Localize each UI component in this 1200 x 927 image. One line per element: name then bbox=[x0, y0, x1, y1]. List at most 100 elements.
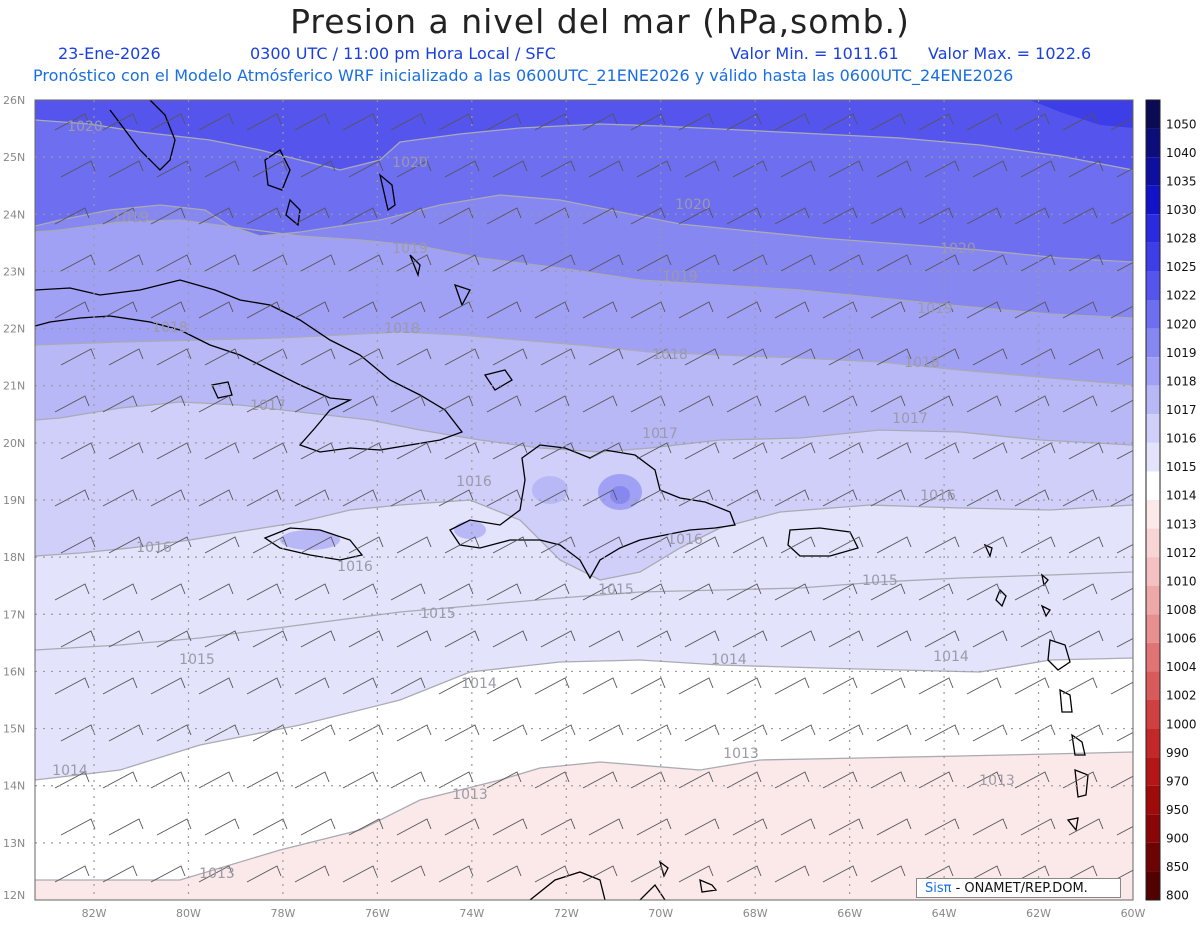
wind-barb bbox=[774, 301, 810, 319]
wind-barb bbox=[54, 113, 90, 131]
wind-barb bbox=[822, 489, 858, 507]
wind-barb bbox=[204, 254, 240, 272]
wind-barb bbox=[1062, 865, 1098, 883]
wind-barb bbox=[246, 865, 282, 883]
wind-barb bbox=[492, 160, 528, 178]
lat-label: 13N bbox=[3, 837, 25, 850]
wind-barb bbox=[102, 207, 138, 225]
wind-barb bbox=[492, 724, 528, 742]
wind-barb bbox=[150, 207, 186, 225]
wind-barb bbox=[294, 677, 330, 695]
wind-barb bbox=[1062, 771, 1098, 789]
isobar-label: 1013 bbox=[723, 746, 759, 762]
wind-barb bbox=[300, 160, 336, 178]
graticule bbox=[35, 100, 1133, 900]
colorbar-swatch bbox=[1146, 642, 1160, 672]
wind-barb bbox=[972, 348, 1008, 366]
wind-barb bbox=[54, 489, 90, 507]
wind-barb bbox=[396, 160, 432, 178]
wind-barb bbox=[774, 395, 810, 413]
wind-barb bbox=[540, 160, 576, 178]
wind-barb bbox=[780, 724, 816, 742]
colorbar-label: 1006 bbox=[1166, 632, 1197, 646]
wind-barb bbox=[534, 113, 570, 131]
wind-barb bbox=[1116, 355, 1133, 366]
wind-barb bbox=[774, 865, 810, 883]
colorbar-swatch bbox=[1146, 757, 1160, 786]
wind-barb bbox=[438, 489, 474, 507]
wind-barb bbox=[678, 583, 714, 601]
colorbar-swatch bbox=[1146, 785, 1160, 815]
wind-barb bbox=[822, 301, 858, 319]
wind-barb bbox=[204, 536, 240, 554]
wind-barb bbox=[1110, 211, 1133, 225]
forecast-time: 0300 UTC / 11:00 pm Hora Local / SFC bbox=[250, 44, 556, 63]
colorbar-swatch bbox=[1146, 871, 1160, 900]
wind-barb bbox=[684, 818, 720, 836]
wind-barb bbox=[1110, 775, 1133, 789]
isobar-label: 1019 bbox=[113, 210, 149, 226]
wind-barb bbox=[918, 489, 954, 507]
wind-barb bbox=[204, 724, 240, 742]
wind-barb bbox=[924, 348, 960, 366]
wind-barb bbox=[684, 348, 720, 366]
wind-barb bbox=[636, 254, 672, 272]
wind-barb bbox=[294, 301, 330, 319]
wind-barb bbox=[582, 583, 618, 601]
wind-barb bbox=[444, 724, 480, 742]
wind-barb bbox=[630, 489, 666, 507]
wind-barb bbox=[1116, 543, 1133, 554]
wind-barb bbox=[636, 160, 672, 178]
wind-barb bbox=[102, 865, 138, 883]
colorbar-swatch bbox=[1146, 614, 1160, 643]
isobar-label: 1020 bbox=[392, 155, 428, 171]
wind-barb bbox=[636, 630, 672, 648]
wind-barb bbox=[1116, 731, 1133, 742]
wind-barb bbox=[678, 113, 714, 131]
colorbar-label: 1017 bbox=[1166, 403, 1197, 417]
wind-barb bbox=[540, 724, 576, 742]
wind-barb bbox=[774, 113, 810, 131]
wind-barb bbox=[966, 489, 1002, 507]
lat-label: 12N bbox=[3, 889, 25, 902]
colorbar-swatch bbox=[1146, 242, 1160, 272]
isobar-label: 1020 bbox=[67, 119, 103, 135]
wind-barb bbox=[156, 818, 192, 836]
wind-barb bbox=[678, 677, 714, 695]
isobar-label: 1020 bbox=[675, 197, 711, 213]
wind-barb bbox=[198, 583, 234, 601]
wind-barb bbox=[918, 395, 954, 413]
wind-barb bbox=[1014, 395, 1050, 413]
wind-barb bbox=[732, 724, 768, 742]
wind-barb bbox=[438, 865, 474, 883]
wind-barb bbox=[780, 818, 816, 836]
page-title: Presion a nivel del mar (hPa,somb.) bbox=[290, 2, 910, 41]
wind-barb bbox=[300, 254, 336, 272]
wind-barb bbox=[822, 113, 858, 131]
isobar-label: 1013 bbox=[199, 866, 235, 882]
wind-barb bbox=[678, 395, 714, 413]
wind-barb bbox=[972, 536, 1008, 554]
colorbar-swatch bbox=[1146, 557, 1160, 586]
wind-barb bbox=[486, 395, 522, 413]
min-value: Valor Min. = 1011.61 bbox=[730, 44, 899, 63]
wind-barb bbox=[1014, 677, 1050, 695]
wind-barb bbox=[150, 113, 186, 131]
colorbar-label: 1050 bbox=[1166, 117, 1197, 131]
wind-barb bbox=[1110, 587, 1133, 601]
wind-barb bbox=[390, 207, 426, 225]
wind-barb bbox=[924, 818, 960, 836]
wind-barb bbox=[294, 771, 330, 789]
wind-barb bbox=[294, 489, 330, 507]
wind-barb bbox=[1116, 637, 1133, 648]
wind-barb bbox=[348, 160, 384, 178]
wind-barb bbox=[54, 301, 90, 319]
colorbar-label: 950 bbox=[1166, 803, 1189, 817]
logo-org: - ONAMET/REP.DOM. bbox=[955, 881, 1088, 896]
lat-label: 23N bbox=[3, 265, 25, 278]
wind-barb bbox=[726, 207, 762, 225]
wind-barb bbox=[582, 395, 618, 413]
wind-barb bbox=[1020, 254, 1056, 272]
wind-barb bbox=[1014, 113, 1050, 131]
